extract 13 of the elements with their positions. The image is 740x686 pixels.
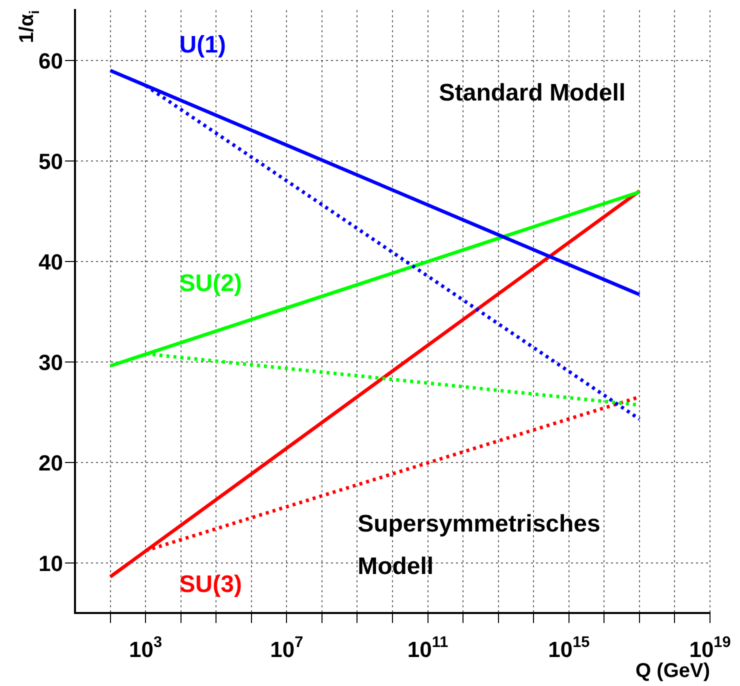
y-tick-label: 50 [38, 148, 64, 174]
y-axis-title: 1/αi [16, 10, 42, 44]
x-axis-title: Q (GeV) [636, 660, 710, 682]
y-tick-label: 20 [38, 450, 64, 476]
series-label: SU(3) [179, 570, 242, 598]
y-tick-label: 40 [38, 249, 64, 274]
y-tick-label: 10 [38, 550, 64, 576]
series-label: SU(2) [179, 270, 242, 297]
series-label: U(1) [179, 31, 226, 58]
y-tick-label: 30 [38, 350, 64, 375]
annotation: Supersymmetrisches Modell [358, 510, 600, 580]
y-tick-label: 60 [38, 48, 64, 74]
annotation: Standard Modell [438, 80, 626, 107]
